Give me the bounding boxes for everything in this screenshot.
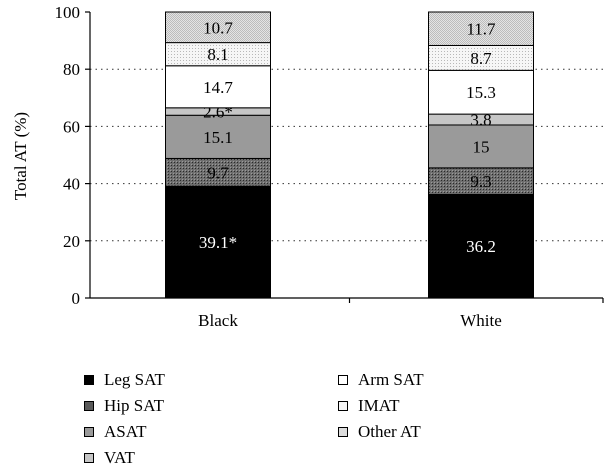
legend-swatch-hip-sat xyxy=(84,401,94,411)
legend-label-vat: VAT xyxy=(104,448,135,467)
y-tick-label: 40 xyxy=(63,175,80,194)
legend-label-leg-sat: Leg SAT xyxy=(104,370,165,389)
x-tick-label-white: White xyxy=(460,311,502,330)
legend-label-imat: IMAT xyxy=(358,396,400,415)
data-label-asat-black: 15.1 xyxy=(203,128,233,147)
bar-segment-asat-black xyxy=(165,114,271,159)
legend-swatch-vat xyxy=(84,453,94,463)
legend-swatch-arm-sat xyxy=(338,375,348,385)
axes-layer: Black White 0 20 40 60 80 100 xyxy=(55,3,604,330)
data-label-arm-sat-black: 14.7 xyxy=(203,78,233,97)
legend-label-asat: ASAT xyxy=(104,422,147,441)
bar-segment-leg-sat-black xyxy=(165,185,271,299)
data-label-hip-sat-black: 9.7 xyxy=(207,163,229,182)
x-tick-label-black: Black xyxy=(198,311,238,330)
bar-segment-other-at-black xyxy=(165,11,271,44)
data-label-asat-white: 15 xyxy=(473,137,490,156)
bar-segment-hip-sat-black xyxy=(165,157,271,187)
legend-label-other-at: Other AT xyxy=(358,422,421,441)
bar-segment-other-at-white xyxy=(428,11,534,46)
y-tick-label: 100 xyxy=(55,3,81,22)
bar-segment-arm-sat-black xyxy=(165,65,271,109)
legend-swatch-leg-sat xyxy=(84,375,94,385)
data-label-vat-white: 3.8 xyxy=(470,111,491,130)
data-label-other-at-black: 10.7 xyxy=(203,18,233,37)
bar-segment-leg-sat-white xyxy=(428,193,534,299)
data-label-other-at-white: 11.7 xyxy=(466,20,496,39)
data-label-hip-sat-white: 9.3 xyxy=(470,172,491,191)
bar-segment-imat-white xyxy=(428,44,534,71)
legend-label-hip-sat: Hip SAT xyxy=(104,396,164,415)
data-label-leg-sat-black: 39.1* xyxy=(199,233,237,252)
legend-swatch-asat xyxy=(84,427,94,437)
data-label-leg-sat-white: 36.2 xyxy=(466,237,496,256)
bar-segment-asat-white xyxy=(428,124,534,169)
y-tick-label: 0 xyxy=(72,289,81,308)
y-tick-label: 60 xyxy=(63,117,80,136)
data-label-arm-sat-white: 15.3 xyxy=(466,83,496,102)
y-axis-title: Total AT (%) xyxy=(11,112,30,200)
bars-layer: 39.1*9.715.12.6*14.78.110.736.29.3153.81… xyxy=(165,11,534,299)
y-tick-label: 20 xyxy=(63,232,80,251)
data-label-imat-white: 8.7 xyxy=(470,49,492,68)
y-tick-label: 80 xyxy=(63,60,80,79)
bar-segment-arm-sat-white xyxy=(428,69,534,115)
bar-segment-hip-sat-white xyxy=(428,167,534,195)
legend-swatch-imat xyxy=(338,401,348,411)
data-label-imat-black: 8.1 xyxy=(207,45,228,64)
legend-swatch-other-at xyxy=(338,427,348,437)
legend-label-arm-sat: Arm SAT xyxy=(358,370,424,389)
